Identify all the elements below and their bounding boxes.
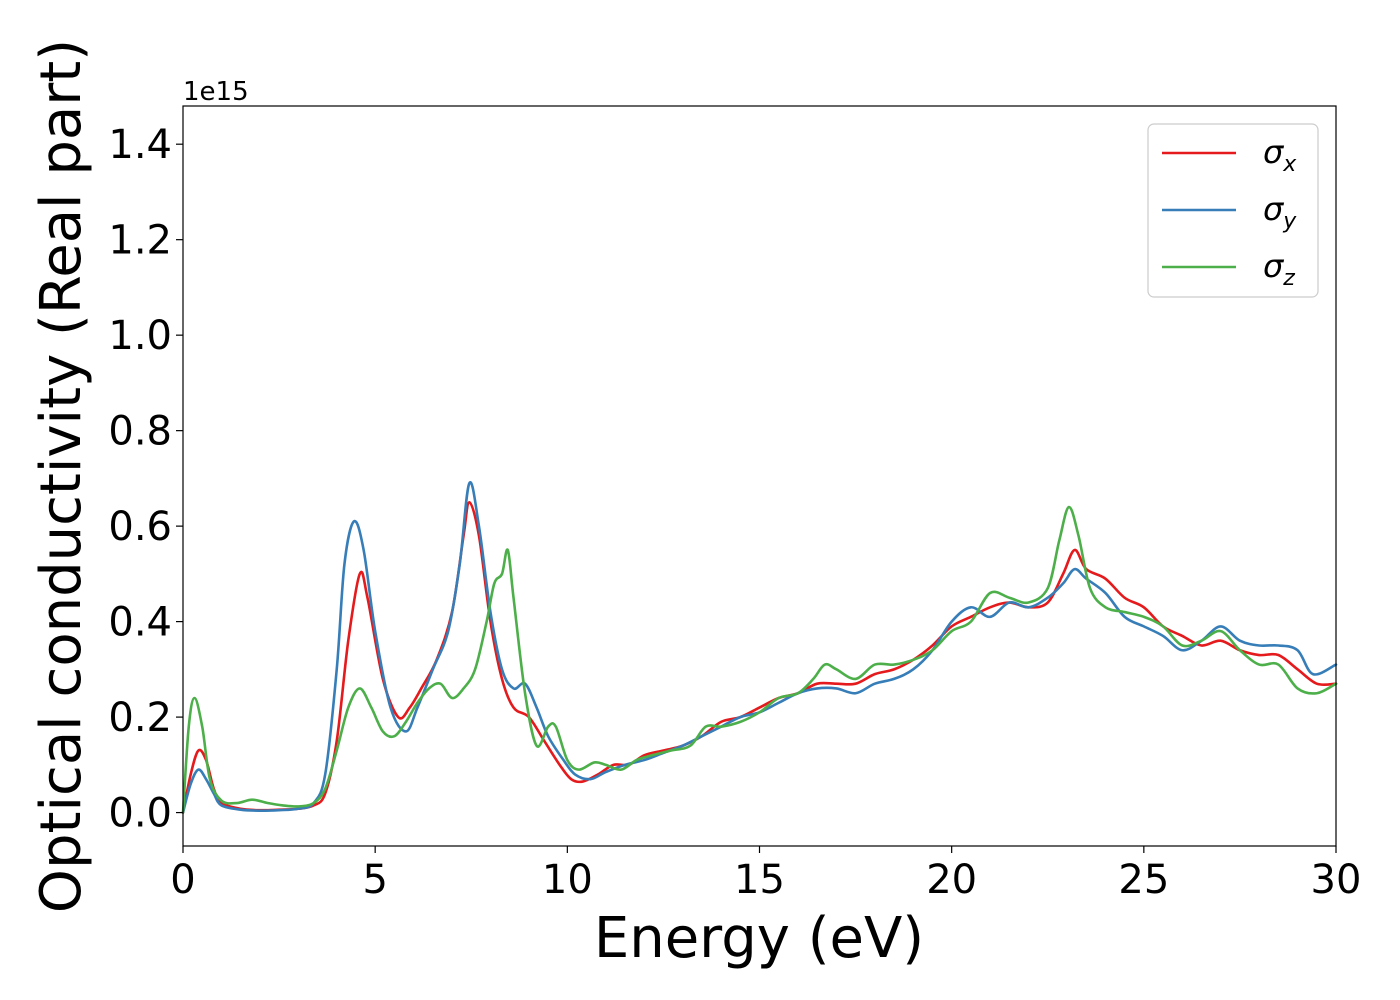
x-tick-label: 15 [734,857,785,903]
x-axis: 0 5 10 15 20 25 30 [170,846,1361,903]
series-line-z [181,505,1338,814]
x-tick-label: 25 [1118,857,1169,903]
y-tick-label: 1.2 [108,218,172,264]
y-offset-label: 1e15 [183,77,249,107]
y-axis-label: Optical conductivity (Real part) [29,39,94,913]
x-tick-label: 0 [170,857,195,903]
y-tick-label: 1.0 [108,313,172,359]
series-line-y [181,480,1338,814]
x-axis-label: Energy (eV) [594,906,924,971]
series-line-x [181,500,1338,814]
y-axis: 0.0 0.2 0.4 0.6 0.8 1.0 1.2 1.4 [108,122,183,837]
y-tick-label: 0.8 [108,409,172,455]
y-tick-label: 0.6 [108,504,172,550]
y-tick-label: 0.0 [108,791,172,837]
y-tick-label: 0.2 [108,695,172,741]
series-layer [181,480,1338,814]
x-tick-label: 30 [1311,857,1362,903]
x-tick-label: 5 [362,857,387,903]
y-tick-label: 1.4 [108,122,172,168]
x-tick-label: 20 [926,857,977,903]
x-tick-label: 10 [542,857,593,903]
y-tick-label: 0.4 [108,600,172,646]
